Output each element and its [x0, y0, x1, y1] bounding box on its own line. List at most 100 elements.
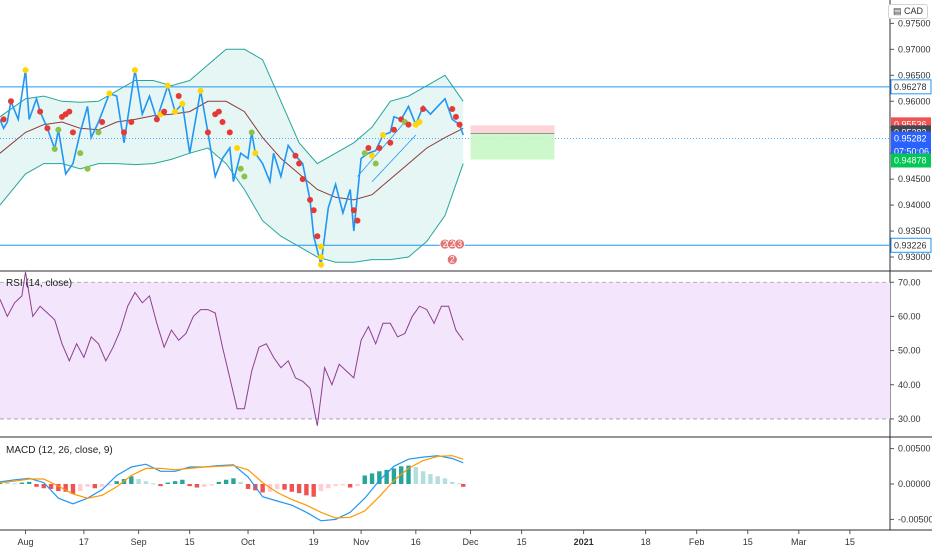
price-tag-value: 07:50:06 — [894, 147, 929, 157]
signal-marker — [416, 119, 423, 126]
rsi-pane[interactable] — [0, 271, 890, 426]
signal-marker — [226, 129, 233, 136]
macd-histogram-bar — [129, 476, 134, 484]
price-axis-label: 0.93000 — [898, 252, 931, 262]
macd-histogram-bar — [41, 484, 46, 489]
price-line — [0, 69, 464, 265]
signal-marker — [175, 93, 182, 100]
macd-histogram-bar — [326, 484, 331, 489]
macd-histogram-bar — [70, 484, 76, 494]
macd-histogram-bar — [92, 484, 98, 489]
signal-marker — [22, 67, 29, 74]
macd-histogram-bar — [172, 481, 178, 484]
macd-pane[interactable] — [0, 455, 466, 522]
macd-histogram-bar — [355, 484, 360, 487]
time-axis-label: 16 — [411, 537, 421, 547]
macd-histogram-bar — [158, 484, 163, 487]
signal-marker — [452, 113, 459, 120]
signal-marker — [354, 217, 361, 224]
macd-histogram-bar — [413, 467, 419, 484]
price-tag-value: 0.94878 — [894, 156, 927, 166]
macd-histogram-bar — [282, 484, 287, 490]
level-price-tag — [890, 237, 932, 253]
macd-histogram-bar — [428, 474, 433, 484]
time-axis-label: Aug — [18, 537, 34, 547]
price-axis-label: 0.96000 — [898, 96, 931, 106]
rsi-axis-label: 40.00 — [898, 380, 921, 390]
macd-histogram-bar — [340, 484, 346, 486]
macd-axis-label: 0.00500 — [898, 444, 931, 454]
signal-marker — [37, 108, 44, 115]
event-badge-count: 2 — [443, 239, 448, 249]
level-price-value: 0.96278 — [894, 82, 927, 92]
macd-histogram-bar — [275, 484, 280, 489]
signal-marker — [131, 67, 138, 74]
macd-histogram-bar — [384, 469, 389, 484]
macd-histogram-bar — [216, 481, 222, 484]
signal-marker — [361, 150, 368, 157]
signal-marker — [106, 90, 113, 97]
signal-marker — [379, 132, 386, 138]
time-axis-label: 2021 — [574, 537, 594, 547]
rsi-band — [0, 282, 890, 419]
macd-histogram-bar — [99, 484, 105, 487]
signal-marker — [299, 176, 306, 183]
time-axis-label: Sep — [131, 537, 147, 547]
macd-histogram-bar — [289, 484, 295, 492]
macd-histogram-bar — [63, 484, 68, 492]
price-pane[interactable]: 2 2 32 — [0, 48, 890, 268]
macd-histogram-bar — [260, 484, 265, 493]
signal-marker — [95, 129, 102, 136]
signal-marker — [314, 233, 321, 240]
signal-marker — [84, 165, 91, 172]
macd-histogram-bar — [311, 484, 316, 497]
bollinger-upper-line — [0, 48, 464, 165]
event-badge-count: 2 — [450, 255, 455, 265]
rsi-axis-label: 30.00 — [898, 414, 921, 424]
signal-marker — [153, 116, 160, 123]
rsi-axis-label: 70.00 — [898, 277, 921, 287]
signal-marker — [77, 150, 84, 157]
price-axis-label: 0.94500 — [898, 174, 931, 184]
macd-histogram-bar — [180, 479, 185, 484]
signal-marker — [51, 146, 58, 153]
time-axis-label: 19 — [309, 537, 319, 547]
macd-pane-title: MACD (12, 26, close, 9) — [6, 445, 113, 456]
signal-marker — [310, 207, 317, 214]
macd-histogram-bar — [333, 484, 338, 487]
price-axis-label: 0.97000 — [898, 44, 931, 54]
macd-histogram-bar — [136, 479, 141, 484]
signal-marker — [376, 144, 383, 151]
signal-marker — [248, 129, 255, 136]
macd-histogram-bar — [420, 471, 426, 484]
event-badge-count: 2 — [450, 239, 455, 249]
time-axis-label: Dec — [463, 537, 480, 547]
grid — [0, 0, 932, 531]
signal-marker — [252, 150, 259, 157]
signal-marker — [350, 207, 357, 214]
risk-box-target — [470, 133, 555, 160]
macd-histogram-bar — [143, 481, 149, 484]
macd-histogram-bar — [231, 478, 236, 484]
macd-axis-label: -0.00500 — [898, 514, 932, 524]
level-price-value: 0.93226 — [894, 240, 927, 250]
macd-histogram-bar — [26, 481, 32, 484]
macd-histogram-bar — [245, 484, 251, 489]
time-axis-label: Feb — [689, 537, 705, 547]
macd-histogram-bar — [391, 468, 397, 484]
bollinger-band-fill — [0, 49, 464, 263]
macd-histogram-bar — [296, 484, 302, 494]
signal-marker — [128, 119, 135, 126]
signal-marker — [390, 126, 397, 133]
macd-histogram-bar — [347, 484, 353, 488]
currency-badge[interactable]: ▤ CAD — [887, 4, 928, 19]
macd-histogram-bar — [150, 483, 156, 485]
signal-marker — [296, 160, 303, 167]
signal-marker — [172, 108, 179, 115]
price-tag-value: 0.95282 — [894, 134, 927, 144]
rsi-pane-title: RSI (14, close) — [6, 278, 72, 289]
currency-label: CAD — [903, 6, 923, 16]
macd-histogram-bar — [56, 484, 61, 492]
macd-histogram-bar — [406, 465, 411, 484]
